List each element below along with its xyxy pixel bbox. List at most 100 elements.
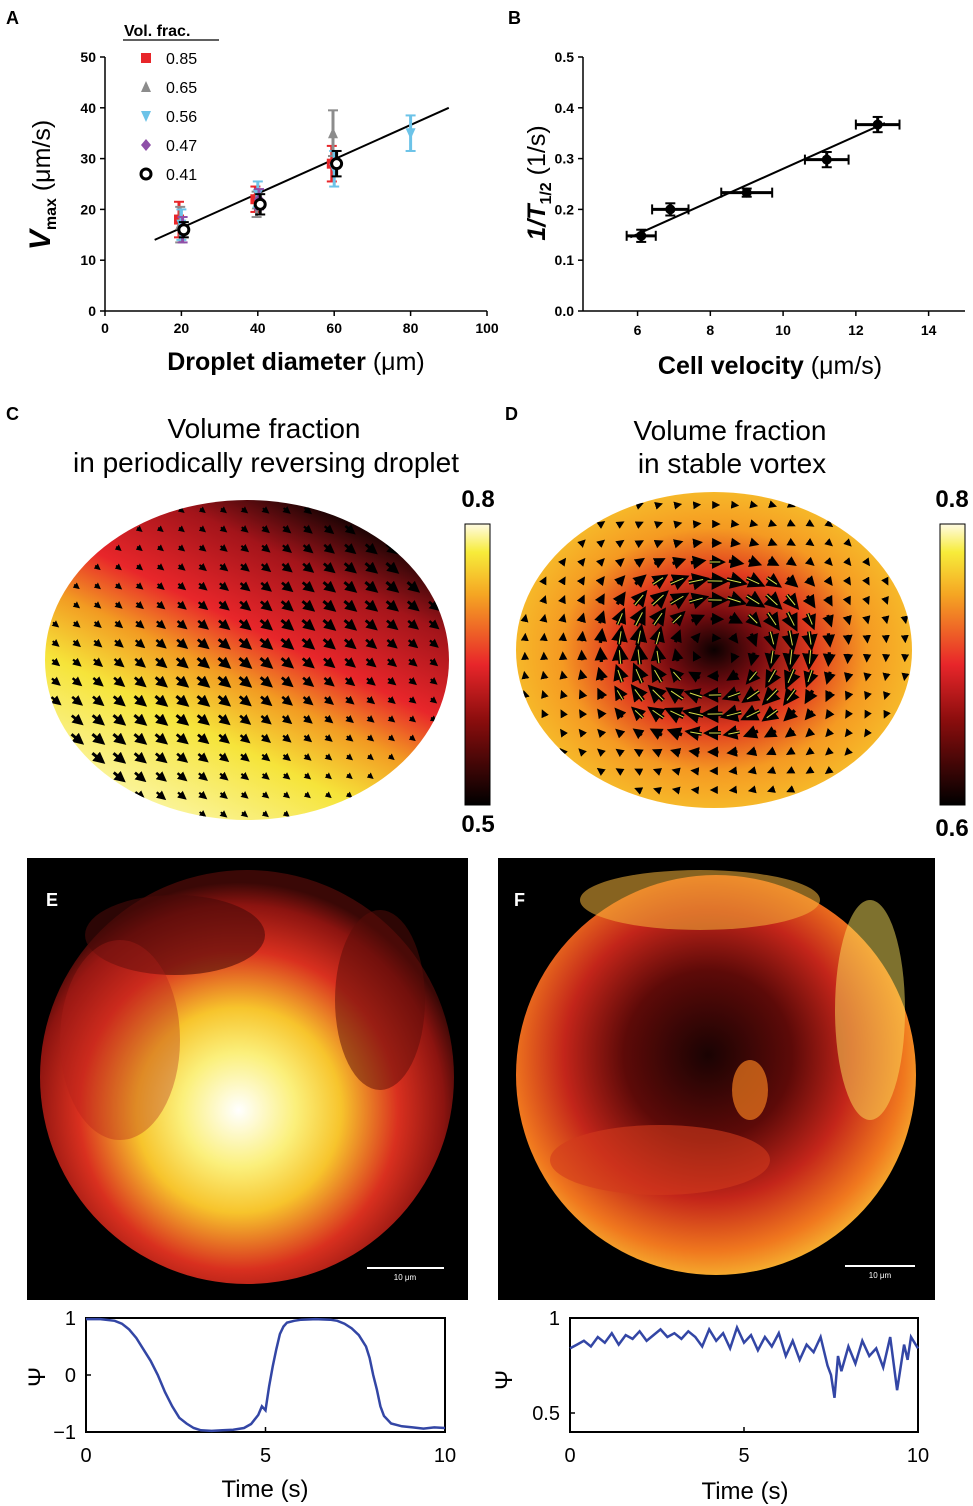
vector-arrow bbox=[577, 539, 586, 548]
panel-f-orange-patch bbox=[732, 1060, 768, 1120]
vector-arrow bbox=[282, 753, 291, 762]
vector-arrow bbox=[632, 574, 647, 588]
vector-arrow bbox=[196, 656, 211, 669]
vector-arrow bbox=[366, 772, 374, 780]
vector-arrow-highlight bbox=[748, 614, 758, 624]
vector-arrow bbox=[219, 581, 230, 591]
vector-arrow bbox=[260, 714, 272, 725]
panel-e-image: E 10 μm bbox=[27, 858, 468, 1300]
vector-arrow bbox=[844, 728, 853, 738]
panel-d-title-line1: Volume fraction bbox=[634, 415, 827, 446]
vector-arrow bbox=[578, 748, 587, 757]
vector-arrow bbox=[366, 676, 376, 686]
vector-arrow bbox=[135, 582, 144, 590]
vector-arrow-highlight bbox=[656, 650, 660, 664]
vector-arrow bbox=[864, 690, 872, 701]
vector-arrow bbox=[343, 599, 358, 612]
data-point bbox=[872, 119, 883, 130]
vector-arrow bbox=[822, 633, 836, 648]
vector-arrow bbox=[154, 694, 169, 707]
vector-arrow bbox=[692, 538, 703, 549]
vector-arrow bbox=[324, 734, 333, 742]
vector-arrow-highlight bbox=[789, 630, 793, 646]
data-point bbox=[665, 204, 676, 215]
vector-arrow bbox=[429, 638, 439, 648]
vector-arrow bbox=[429, 657, 439, 667]
vector-arrow bbox=[345, 753, 354, 761]
vector-arrow bbox=[614, 707, 627, 721]
vector-arrow bbox=[652, 558, 666, 569]
vector-arrow-highlight bbox=[766, 594, 778, 606]
vector-arrow bbox=[281, 562, 293, 573]
vector-arrow-highlight bbox=[617, 669, 623, 683]
plot-frame bbox=[85, 1317, 446, 1433]
panel-f-data bbox=[569, 1324, 920, 1398]
vector-arrow-highlight bbox=[652, 577, 664, 585]
y-tick-label: 0.1 bbox=[555, 252, 575, 268]
panel-d-colorbar bbox=[939, 523, 966, 806]
vector-arrow-highlight bbox=[670, 595, 684, 605]
vector-arrow bbox=[343, 637, 357, 650]
vector-arrow bbox=[802, 593, 816, 609]
vector-arrow bbox=[748, 554, 763, 567]
vector-arrow-highlight bbox=[654, 669, 662, 683]
vector-arrow bbox=[176, 638, 189, 649]
vector-arrow-highlight bbox=[652, 594, 664, 606]
vector-arrow bbox=[805, 766, 815, 774]
vector-arrow bbox=[615, 768, 625, 776]
vector-arrow-highlight bbox=[808, 650, 812, 664]
x-tick-label: 0 bbox=[101, 320, 109, 336]
y-tick-label: 1 bbox=[65, 1308, 76, 1330]
vector-arrow bbox=[521, 670, 530, 680]
vector-arrow bbox=[747, 766, 757, 775]
vector-arrow bbox=[386, 618, 399, 631]
vector-arrow bbox=[133, 732, 148, 745]
vector-arrow-highlight bbox=[635, 668, 643, 684]
vector-arrow bbox=[323, 676, 335, 687]
vector-arrow bbox=[175, 656, 189, 669]
panel-e-ylabel: Ψ bbox=[24, 1367, 51, 1387]
vector-arrow bbox=[881, 576, 889, 586]
vector-arrow bbox=[784, 574, 799, 588]
vector-arrow bbox=[301, 580, 315, 593]
vector-arrow bbox=[387, 753, 395, 761]
vector-arrow bbox=[260, 562, 272, 573]
legend-marker bbox=[139, 167, 153, 181]
vector-arrow bbox=[539, 595, 547, 605]
vector-arrow bbox=[198, 563, 207, 572]
vector-arrow bbox=[324, 714, 334, 724]
vector-arrow bbox=[541, 709, 549, 719]
vector-arrow bbox=[345, 734, 354, 742]
vector-arrow bbox=[406, 599, 420, 612]
vector-arrow bbox=[882, 672, 891, 682]
vector-arrow-highlight bbox=[670, 690, 684, 700]
vector-arrow bbox=[345, 772, 353, 780]
vector-arrow bbox=[322, 580, 337, 593]
vector-arrow bbox=[134, 657, 146, 668]
vector-arrow bbox=[345, 715, 354, 724]
vector-arrow bbox=[322, 637, 336, 650]
vector-arrow bbox=[596, 520, 606, 529]
vector-arrow bbox=[862, 615, 871, 625]
x-tick-label: 20 bbox=[174, 320, 190, 336]
vector-arrow bbox=[344, 676, 356, 687]
vector-arrow bbox=[322, 561, 336, 574]
panel-c-colorbar-max: 0.8 bbox=[461, 486, 494, 513]
vector-arrow bbox=[429, 677, 438, 685]
vector-arrow bbox=[51, 639, 60, 647]
vector-arrow bbox=[343, 561, 357, 574]
vector-arrow bbox=[408, 696, 417, 704]
vector-arrow bbox=[303, 524, 313, 534]
panel-d-vector-field bbox=[520, 500, 910, 795]
vector-arrow bbox=[154, 732, 169, 745]
vector-arrow-highlight bbox=[726, 578, 742, 584]
panel-c-title-line2: in periodically reversing droplet bbox=[73, 447, 459, 478]
vector-arrow-highlight bbox=[786, 594, 796, 606]
panel-f-axes: 0 5 10 0.5 1 bbox=[532, 1308, 929, 1467]
panel-c-vector-field bbox=[50, 505, 441, 818]
vector-arrow bbox=[240, 525, 249, 533]
vector-arrow bbox=[407, 619, 420, 630]
vector-arrow bbox=[112, 751, 127, 764]
vector-arrow bbox=[747, 785, 757, 794]
